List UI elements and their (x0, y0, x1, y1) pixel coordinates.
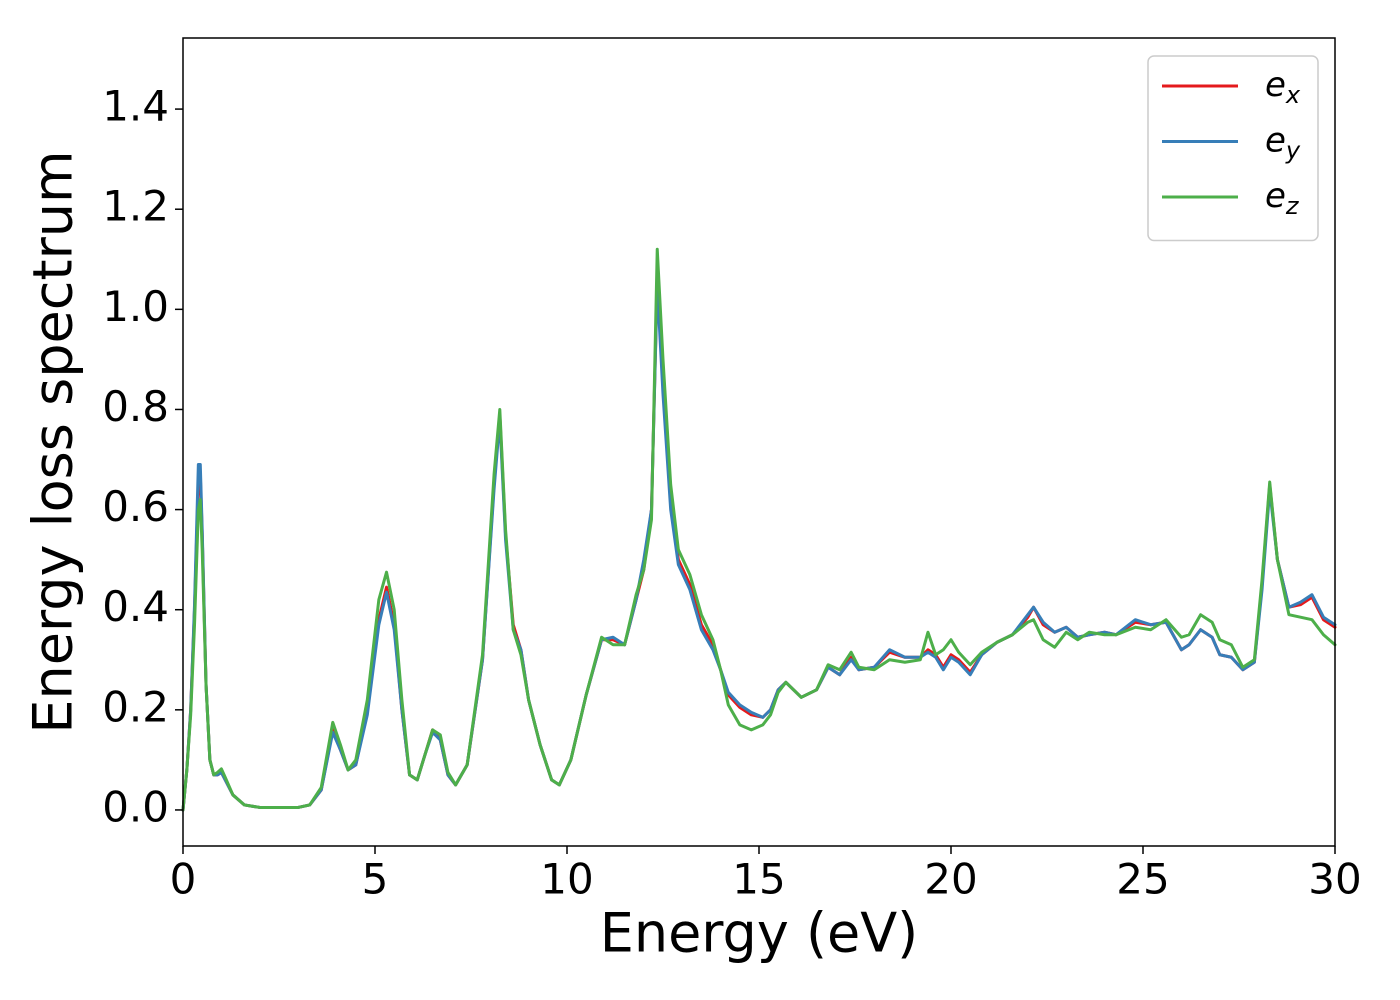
x-tick-label: 15 (732, 855, 785, 904)
y-tick-label: 0.6 (102, 482, 169, 531)
x-tick-label: 0 (170, 855, 197, 904)
y-tick-label: 0.8 (102, 382, 169, 431)
legend-box (1147, 55, 1319, 242)
y-axis-label: Energy loss spectrum (22, 150, 85, 733)
series-line (181, 282, 1337, 812)
series-line (181, 277, 1337, 812)
x-axis-label: Energy (eV) (600, 902, 919, 965)
x-tick-label: 25 (1116, 855, 1169, 904)
legend-label: ez (1265, 176, 1300, 221)
y-tick-label: 1.2 (102, 182, 169, 231)
y-tick-label: 1.4 (102, 82, 169, 131)
x-tick-label: 5 (362, 855, 389, 904)
y-tick-label: 1.0 (102, 282, 169, 331)
y-tick-label: 0.4 (102, 582, 169, 631)
y-tick-label: 0.0 (102, 782, 169, 831)
legend-label: ex (1265, 65, 1301, 110)
plot-lines (181, 247, 1337, 812)
x-tick-label: 20 (924, 855, 977, 904)
x-tick-label: 30 (1308, 855, 1361, 904)
legend-label: ey (1265, 120, 1301, 165)
x-tick-label: 10 (540, 855, 593, 904)
series-line (181, 247, 1337, 812)
y-tick-label: 0.2 (102, 682, 169, 731)
legend: ex ey ez (1147, 55, 1319, 242)
